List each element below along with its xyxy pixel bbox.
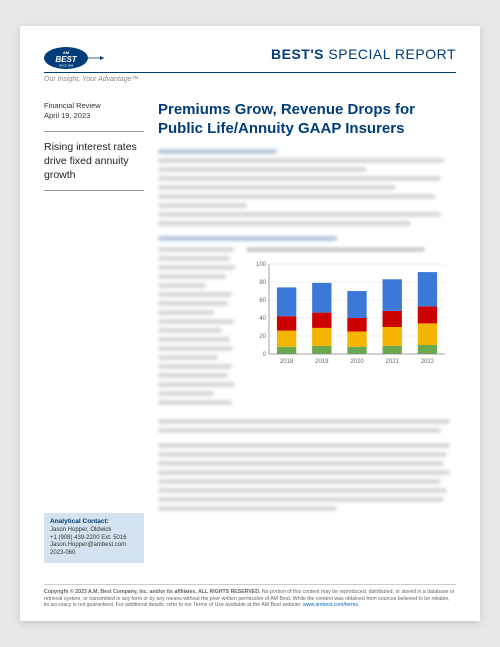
svg-text:2021: 2021	[386, 359, 400, 365]
svg-text:0: 0	[263, 352, 267, 358]
chart-title-blur	[246, 247, 425, 252]
contact-box: Analytical Contact: Jason Hopper, Oldwic…	[44, 513, 144, 563]
sidebar: Financial Review April 19, 2023 Rising i…	[44, 101, 144, 515]
review-label: Financial Review	[44, 101, 144, 111]
svg-text:100: 100	[256, 262, 267, 268]
blurred-section-head	[158, 236, 337, 241]
ambest-logo: AM BEST SINCE 1899	[44, 46, 124, 70]
blurred-para-2	[158, 443, 456, 511]
chart-area: 0 20 40 60 80 100 2018 2019 2020 2021 2022	[158, 247, 456, 409]
svg-text:80: 80	[259, 280, 266, 286]
svg-text:2018: 2018	[280, 359, 294, 365]
main-columns: Financial Review April 19, 2023 Rising i…	[44, 101, 456, 515]
svg-text:60: 60	[259, 298, 266, 304]
report-title: Premiums Grow, Revenue Drops for Public …	[158, 101, 456, 139]
tagline: Our Insight, Your Advantage™	[44, 76, 456, 83]
contact-name: Jason Hopper, Oldwick	[50, 527, 138, 535]
header-title-bold: BEST'S	[271, 46, 324, 62]
svg-text:2020: 2020	[350, 359, 364, 365]
report-page: AM BEST SINCE 1899 BEST'S SPECIAL REPORT…	[20, 26, 480, 621]
blurred-summary	[158, 149, 456, 226]
contact-phone: +1 (908) 439-2200 Ext. 5016	[50, 535, 138, 543]
contact-ref: 2023-060	[50, 550, 138, 558]
content-column: Premiums Grow, Revenue Drops for Public …	[158, 101, 456, 515]
svg-text:SINCE 1899: SINCE 1899	[59, 64, 74, 68]
chart-side-text	[158, 247, 238, 409]
callout-text: Rising interest rates drive fixed annuit…	[44, 131, 144, 192]
footer: Copyright © 2023 A.M. Best Company, Inc.…	[44, 584, 456, 609]
svg-text:BEST: BEST	[55, 55, 77, 64]
svg-text:40: 40	[259, 316, 266, 322]
header-title: BEST'S SPECIAL REPORT	[271, 46, 456, 62]
svg-text:2019: 2019	[315, 359, 329, 365]
blurred-para-1	[158, 419, 456, 433]
footer-link[interactable]: www.ambest.com/terms	[303, 602, 358, 608]
contact-heading: Analytical Contact:	[50, 518, 138, 526]
svg-text:20: 20	[259, 334, 266, 340]
stacked-bar-chart: 0 20 40 60 80 100 2018 2019 2020 2021 2022	[246, 258, 456, 368]
logo-block: AM BEST SINCE 1899	[44, 46, 124, 70]
header: AM BEST SINCE 1899 BEST'S SPECIAL REPORT	[44, 46, 456, 73]
svg-text:2022: 2022	[421, 359, 435, 365]
footer-copyright: Copyright © 2023 A.M. Best Company, Inc.…	[44, 589, 260, 595]
date-block: Financial Review April 19, 2023	[44, 101, 144, 121]
review-date: April 19, 2023	[44, 111, 144, 121]
chart-box: 0 20 40 60 80 100 2018 2019 2020 2021 2022	[246, 247, 456, 409]
contact-email: Jason.Hopper@ambest.com	[50, 542, 138, 550]
header-title-rest: SPECIAL REPORT	[324, 46, 456, 62]
